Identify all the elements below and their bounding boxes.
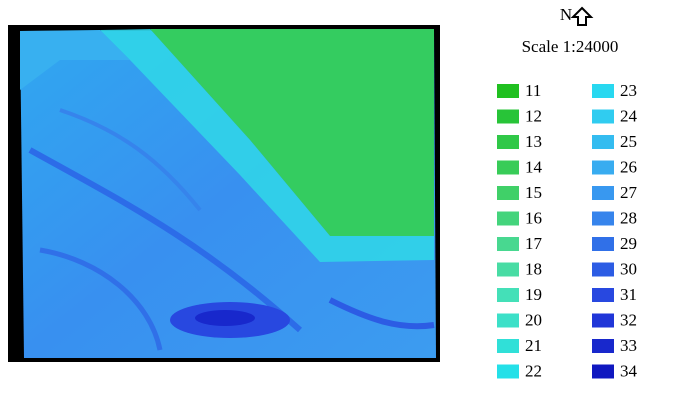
legend-swatch — [497, 314, 519, 328]
legend-label: 11 — [525, 81, 541, 100]
legend-label: 33 — [620, 336, 637, 355]
legend-label: 26 — [620, 157, 637, 176]
legend-swatch — [497, 365, 519, 379]
legend-label: 12 — [525, 106, 542, 125]
legend-label: 18 — [525, 259, 542, 278]
legend-label: 15 — [525, 183, 542, 202]
legend-swatch — [592, 339, 614, 353]
legend-label: 23 — [620, 81, 637, 100]
legend-swatch — [592, 263, 614, 277]
legend: 11 12 13 14 15 16 17 18 19 20 21 22 23 24 25 26 27 28 29 30… — [497, 81, 638, 381]
legend-label: 32 — [620, 310, 637, 329]
legend-label: 29 — [620, 234, 637, 253]
page: N Scale 1:24000 11 12 13 14 15 16 17 18 19 20 21 22… — [0, 0, 688, 407]
legend-swatch — [497, 110, 519, 124]
legend-swatch — [497, 161, 519, 175]
legend-swatch — [592, 84, 614, 98]
legend-swatch — [592, 110, 614, 124]
legend-label: 19 — [525, 285, 542, 304]
legend-swatch — [497, 212, 519, 226]
legend-swatch — [497, 288, 519, 302]
legend-swatch — [592, 237, 614, 251]
legend-label: 13 — [525, 132, 542, 151]
legend-swatch — [497, 339, 519, 353]
legend-label: 20 — [525, 310, 542, 329]
legend-label: 16 — [525, 208, 542, 227]
north-label: N — [560, 5, 572, 24]
legend-label: 28 — [620, 208, 637, 227]
legend-label: 22 — [525, 361, 542, 380]
legend-label: 21 — [525, 336, 542, 355]
map-figure: N Scale 1:24000 11 12 13 14 15 16 17 18 19 20 21 22… — [0, 0, 688, 407]
legend-label: 24 — [620, 106, 638, 125]
legend-label: 25 — [620, 132, 637, 151]
legend-label: 34 — [620, 361, 638, 380]
legend-label: 27 — [620, 183, 638, 202]
north-arrow — [573, 8, 591, 25]
legend-label: 30 — [620, 259, 637, 278]
legend-swatch — [497, 84, 519, 98]
legend-label: 14 — [525, 157, 543, 176]
legend-swatch — [592, 288, 614, 302]
legend-swatch — [592, 365, 614, 379]
scale-label: Scale 1:24000 — [522, 37, 619, 56]
legend-swatch — [497, 263, 519, 277]
legend-swatch — [592, 186, 614, 200]
legend-swatch — [497, 135, 519, 149]
map-raster — [8, 25, 440, 362]
legend-swatch — [497, 186, 519, 200]
legend-swatch — [497, 237, 519, 251]
legend-swatch — [592, 161, 614, 175]
legend-swatch — [592, 212, 614, 226]
legend-swatch — [592, 314, 614, 328]
legend-label: 17 — [525, 234, 543, 253]
legend-swatch — [592, 135, 614, 149]
legend-label: 31 — [620, 285, 637, 304]
